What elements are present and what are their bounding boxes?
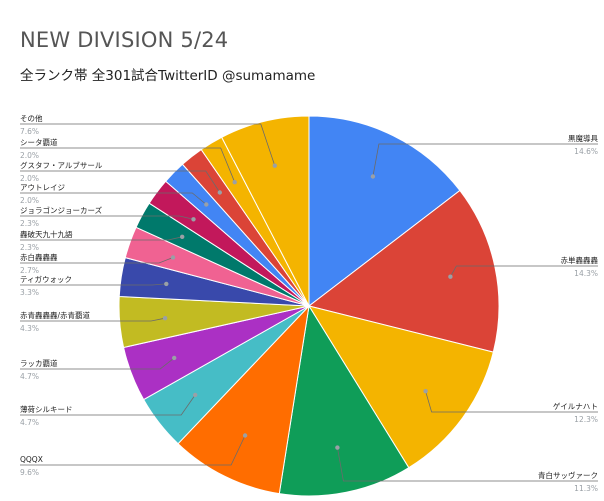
slice-label: ラッカ覇道 xyxy=(20,358,58,368)
slice-percent: 14.6% xyxy=(574,147,598,156)
slice-percent: 11.3% xyxy=(574,484,598,493)
slice-label: アウトレイジ xyxy=(20,183,65,192)
pie-slice xyxy=(308,115,461,308)
leader-dot xyxy=(217,190,222,195)
leader-dot xyxy=(170,255,176,260)
leader-dot xyxy=(370,174,376,179)
slice-label-group: QQQX 9.6% xyxy=(20,433,248,477)
leader-dot xyxy=(423,389,428,394)
slice-percent: 2.3% xyxy=(20,219,39,228)
slice-label: グスタフ・アルブサール xyxy=(20,160,103,170)
leader-line xyxy=(20,192,207,205)
leader-line xyxy=(20,236,183,241)
leader-dot xyxy=(180,234,185,239)
slice-percent: 4.3% xyxy=(20,324,39,333)
leader-dot xyxy=(242,433,248,438)
leader-dot xyxy=(335,445,340,450)
slice-label-group: アウトレイジ 2.0% xyxy=(20,183,209,207)
leader-line xyxy=(20,215,194,220)
leader-line xyxy=(20,394,196,416)
leader-dot xyxy=(232,180,237,185)
slice-percent: 4.7% xyxy=(20,372,39,381)
leader-line xyxy=(337,447,598,482)
leader-dot xyxy=(193,392,198,398)
slice-label: シータ覇道 xyxy=(20,137,58,147)
slice-percent: 3.3% xyxy=(20,288,39,297)
slice-percent: 2.0% xyxy=(20,151,39,160)
leader-dot xyxy=(162,316,168,321)
leader-line xyxy=(20,283,167,286)
slice-label-group: ティガウォック 3.3% xyxy=(20,274,169,297)
slice-label-group: 轟破天九十九語 2.3% xyxy=(20,229,185,252)
slice-label-group: 赤単轟轟轟 14.3% xyxy=(448,255,598,279)
slice-label: 赤単轟轟轟 xyxy=(561,255,599,265)
slice-label: 赤白轟轟轟 xyxy=(20,252,58,262)
pie-slice xyxy=(278,304,410,497)
slice-percent: 9.6% xyxy=(20,468,39,477)
slice-label-group: 赤白轟轟轟 2.7% xyxy=(20,252,176,275)
leader-line xyxy=(372,143,598,177)
leader-dot xyxy=(448,274,453,279)
slice-percent: 2.0% xyxy=(20,174,39,183)
leader-line xyxy=(20,257,174,264)
leader-dot xyxy=(172,355,177,361)
slice-percent: 2.7% xyxy=(20,266,39,275)
pie-slice xyxy=(177,304,310,495)
slice-percent: 4.7% xyxy=(20,418,39,427)
chart-subtitle: 全ランク帯 全301試合TwitterID @sumamame xyxy=(20,68,316,84)
slice-label: 黒魔導具 xyxy=(568,133,598,143)
slice-label-group: グスタフ・アルブサール 2.0% xyxy=(20,160,222,195)
slice-label-group: シータ覇道 2.0% xyxy=(20,137,237,185)
leader-line xyxy=(450,265,598,277)
slice-label-group: 赤青轟轟轟/赤青覇道 4.3% xyxy=(20,310,168,333)
slice-label: ジョラゴンジョーカーズ xyxy=(20,205,103,215)
slice-label: 青白サッヴァーク xyxy=(538,470,598,480)
slice-label-group: 青白サッヴァーク 11.3% xyxy=(335,445,598,493)
leader-line xyxy=(425,391,598,413)
slice-label: ティガウォック xyxy=(20,274,72,284)
slice-label: その他 xyxy=(20,113,43,123)
slice-label: 薄荷シルキード xyxy=(20,404,73,414)
slice-label-group: その他 7.6% xyxy=(20,113,277,168)
slice-label: QQQX xyxy=(20,455,43,464)
leader-line xyxy=(20,357,175,370)
leader-dot xyxy=(164,281,169,287)
pie-slice xyxy=(307,189,500,353)
pie-slice xyxy=(221,115,310,307)
leader-dot xyxy=(191,217,196,222)
leader-line xyxy=(20,317,166,322)
slice-label-group: ゲイルナハト 12.3% xyxy=(423,389,598,424)
slice-percent: 2.0% xyxy=(20,196,39,205)
pie-slice xyxy=(307,305,494,469)
slice-label-group: 黒魔導具 14.6% xyxy=(370,133,598,179)
leader-dot xyxy=(272,163,277,168)
leader-line xyxy=(20,147,236,183)
slice-percent: 7.6% xyxy=(20,127,39,136)
slice-percent: 2.3% xyxy=(20,243,39,252)
chart-title: NEW DIVISION 5/24 xyxy=(20,28,229,52)
slice-percent: 12.3% xyxy=(574,415,598,424)
leader-line xyxy=(20,123,276,166)
leader-line xyxy=(20,435,246,466)
leader-line xyxy=(20,170,221,193)
slice-label-group: 薄荷シルキード 4.7% xyxy=(20,392,198,427)
slice-label-group: ラッカ覇道 4.7% xyxy=(20,355,177,381)
leader-dot xyxy=(204,202,209,207)
slice-label-group: ジョラゴンジョーカーズ 2.3% xyxy=(20,205,196,228)
slice-label: ゲイルナハト xyxy=(553,402,598,411)
slice-label: 轟破天九十九語 xyxy=(20,229,73,239)
slice-percent: 14.3% xyxy=(574,269,598,278)
slice-label: 赤青轟轟轟/赤青覇道 xyxy=(20,310,91,320)
